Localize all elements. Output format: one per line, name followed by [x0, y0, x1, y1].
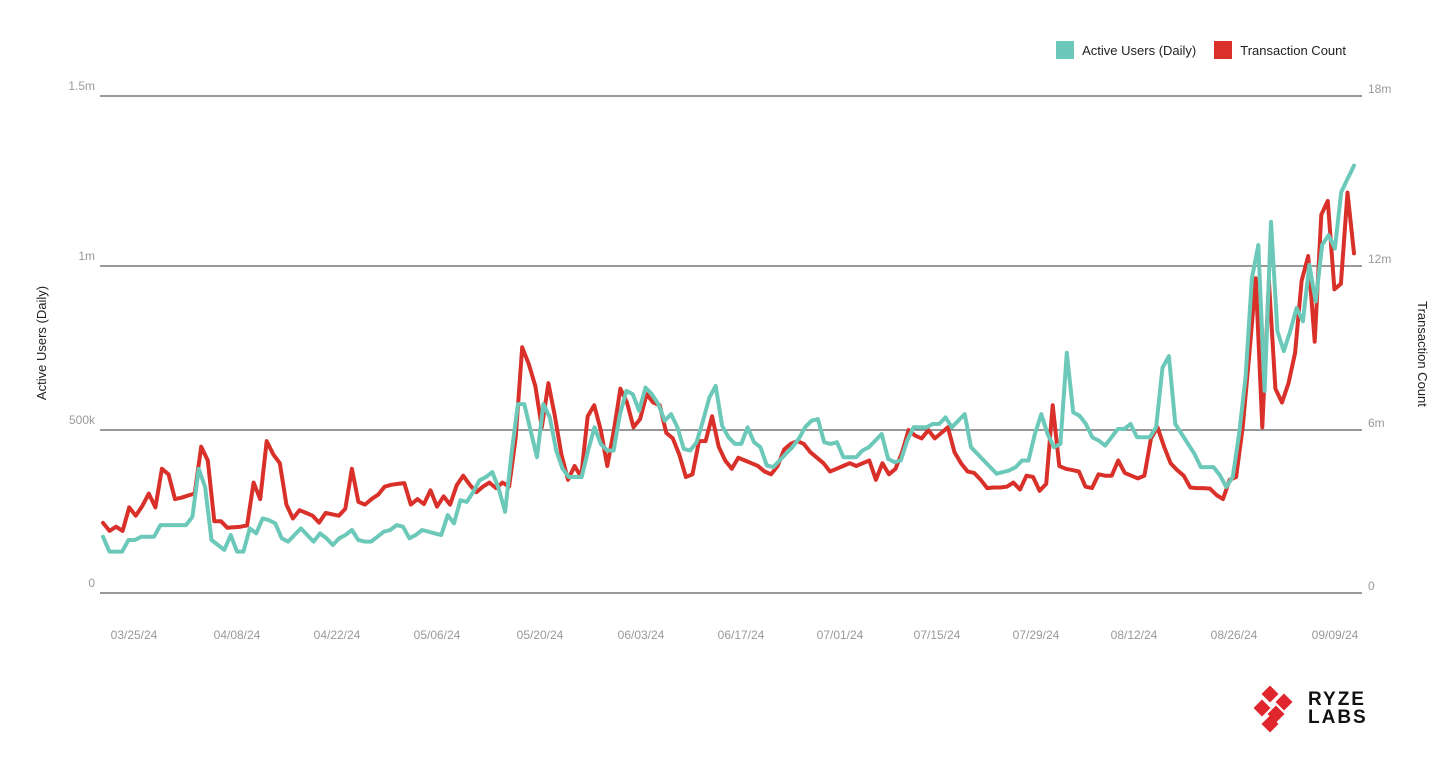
series-line-active-users: [101, 163, 1356, 554]
x-tick-label: 04/08/24: [214, 628, 261, 642]
x-tick-label: 07/15/24: [914, 628, 961, 642]
x-tick-label: 04/22/24: [314, 628, 361, 642]
x-tick-label: 05/20/24: [517, 628, 564, 642]
legend-item-active-users[interactable]: Active Users (Daily): [1056, 41, 1196, 59]
legend-item-transaction-count[interactable]: Transaction Count: [1214, 41, 1346, 59]
x-tick-label: 07/01/24: [817, 628, 864, 642]
series-lines: [101, 163, 1356, 554]
left-y-axis-label: Active Users (Daily): [34, 286, 49, 400]
right-tick-label: 0: [1368, 579, 1375, 593]
x-tick-label: 07/29/24: [1013, 628, 1060, 642]
x-axis-ticks: 03/25/24 04/08/24 04/22/24 05/06/24 05/20/24…: [111, 628, 1359, 642]
left-tick-label: 1.5m: [68, 79, 95, 93]
legend: Active Users (Daily) Transaction Count: [1056, 41, 1346, 59]
x-tick-label: 09/09/24: [1312, 628, 1359, 642]
legend-label-active-users: Active Users (Daily): [1082, 42, 1197, 58]
x-tick-label: 05/06/24: [414, 628, 461, 642]
legend-swatch-transaction-count: [1214, 41, 1233, 59]
left-tick-label: 0: [88, 576, 95, 590]
left-tick-label: 1m: [78, 249, 95, 263]
legend-swatch-active-users: [1056, 41, 1075, 59]
left-tick-label: 500k: [69, 413, 96, 427]
ryze-labs-wordmark: RYZE LABS: [1308, 689, 1368, 728]
gridlines: [100, 95, 1362, 594]
logo-line-2: LABS: [1308, 707, 1368, 728]
series-line-transaction-count: [101, 190, 1356, 533]
x-tick-label: 08/12/24: [1111, 628, 1158, 642]
x-tick-label: 06/17/24: [718, 628, 765, 642]
right-tick-label: 6m: [1368, 416, 1385, 430]
x-tick-label: 08/26/24: [1211, 628, 1258, 642]
right-tick-label: 12m: [1368, 252, 1391, 266]
right-y-axis-label: Transaction Count: [1415, 301, 1430, 407]
left-y-axis-ticks: 0 500k 1m 1.5m: [68, 79, 96, 590]
x-tick-label: 06/03/24: [618, 628, 665, 642]
right-y-axis-ticks: 0 6m 12m 18m: [1368, 82, 1391, 593]
ryze-labs-logo-mark-icon: [1254, 686, 1293, 732]
logo-line-1: RYZE: [1308, 689, 1366, 710]
right-tick-label: 18m: [1368, 82, 1391, 96]
ryze-labs-logo: RYZE LABS: [1254, 686, 1368, 732]
x-tick-label: 03/25/24: [111, 628, 158, 642]
legend-label-transaction-count: Transaction Count: [1240, 42, 1346, 58]
